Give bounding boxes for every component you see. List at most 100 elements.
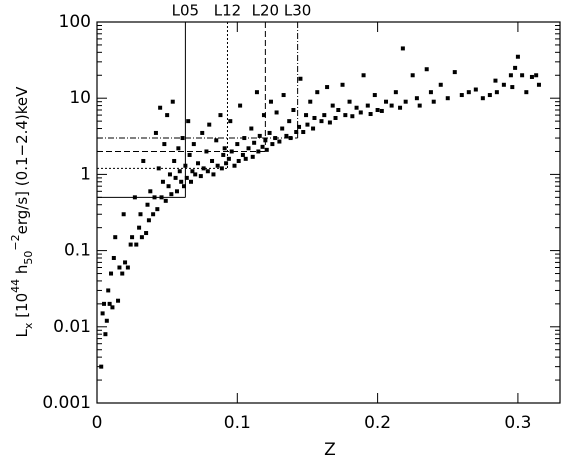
point bbox=[327, 120, 332, 125]
point bbox=[298, 76, 303, 81]
point bbox=[207, 122, 212, 127]
point bbox=[536, 82, 541, 87]
point bbox=[145, 202, 150, 207]
point bbox=[238, 103, 243, 108]
point bbox=[257, 133, 262, 138]
point bbox=[193, 172, 198, 177]
point bbox=[183, 163, 188, 168]
threshold-label: L12 bbox=[214, 2, 241, 20]
y-axis-label: Lx [1044 h50−2erg/s] (0.1−2.4)keV bbox=[9, 86, 35, 338]
point bbox=[368, 112, 373, 117]
point bbox=[151, 212, 156, 217]
point bbox=[336, 108, 341, 113]
point bbox=[187, 152, 192, 157]
x-tick-label: 0.3 bbox=[504, 413, 531, 433]
point bbox=[191, 142, 196, 147]
point bbox=[138, 212, 143, 217]
point bbox=[180, 136, 185, 141]
point bbox=[250, 154, 255, 159]
point bbox=[452, 70, 457, 75]
point bbox=[249, 126, 254, 131]
x-tick-label: 0.1 bbox=[224, 413, 251, 433]
point bbox=[301, 130, 306, 135]
point bbox=[130, 235, 135, 240]
y-label-part: 50 bbox=[22, 251, 35, 265]
point bbox=[438, 82, 443, 87]
point bbox=[268, 99, 273, 104]
point bbox=[494, 90, 499, 95]
point bbox=[162, 142, 167, 147]
point bbox=[190, 169, 195, 174]
point bbox=[252, 140, 257, 145]
point bbox=[137, 225, 142, 230]
point bbox=[261, 113, 266, 118]
point bbox=[358, 110, 363, 115]
point bbox=[181, 184, 186, 189]
point bbox=[273, 136, 278, 141]
point bbox=[379, 108, 384, 113]
point bbox=[146, 218, 151, 223]
point bbox=[172, 158, 177, 163]
point bbox=[281, 93, 286, 98]
point bbox=[445, 96, 450, 101]
point bbox=[198, 174, 203, 179]
y-tick-label: 0.001 bbox=[42, 393, 91, 413]
point bbox=[424, 67, 429, 72]
point bbox=[132, 195, 137, 200]
point bbox=[201, 166, 206, 171]
point bbox=[330, 103, 335, 108]
y-label-part: [10 bbox=[13, 293, 31, 323]
point bbox=[102, 301, 107, 306]
point bbox=[291, 108, 296, 113]
y-tick-label: 10 bbox=[69, 88, 91, 108]
point bbox=[260, 144, 265, 149]
point bbox=[400, 46, 405, 51]
point bbox=[144, 231, 149, 236]
point bbox=[224, 161, 229, 166]
point bbox=[264, 147, 269, 152]
y-label-part: h bbox=[13, 265, 31, 279]
point bbox=[210, 158, 215, 163]
point bbox=[350, 114, 355, 119]
x-axis-label: Z bbox=[324, 440, 336, 460]
point bbox=[166, 184, 171, 189]
point bbox=[246, 146, 251, 151]
point bbox=[236, 158, 241, 163]
point bbox=[524, 90, 529, 95]
point bbox=[179, 179, 184, 184]
y-tick-label: 0.01 bbox=[53, 317, 91, 337]
point bbox=[375, 108, 380, 113]
point bbox=[134, 242, 139, 247]
point bbox=[160, 179, 165, 184]
point bbox=[466, 90, 471, 95]
point bbox=[473, 87, 478, 92]
point bbox=[106, 288, 111, 293]
point bbox=[167, 172, 172, 177]
point bbox=[177, 169, 182, 174]
point bbox=[312, 115, 317, 120]
y-label-part: −2 bbox=[9, 234, 22, 250]
point bbox=[417, 103, 422, 108]
point bbox=[104, 318, 109, 323]
point bbox=[414, 96, 419, 101]
point bbox=[372, 93, 377, 98]
point bbox=[256, 149, 261, 154]
point bbox=[229, 149, 234, 154]
point bbox=[513, 65, 518, 70]
point bbox=[510, 85, 515, 90]
point bbox=[125, 265, 130, 270]
point bbox=[319, 119, 324, 124]
point bbox=[274, 110, 279, 115]
point bbox=[214, 138, 219, 143]
point bbox=[117, 265, 122, 270]
point bbox=[222, 146, 227, 151]
point bbox=[204, 149, 209, 154]
point bbox=[169, 192, 174, 197]
point bbox=[200, 130, 205, 135]
x-tick-label: 0.2 bbox=[364, 413, 391, 433]
point bbox=[243, 156, 248, 161]
point bbox=[141, 158, 146, 163]
point bbox=[109, 271, 114, 276]
point bbox=[196, 161, 201, 166]
point bbox=[205, 169, 210, 174]
